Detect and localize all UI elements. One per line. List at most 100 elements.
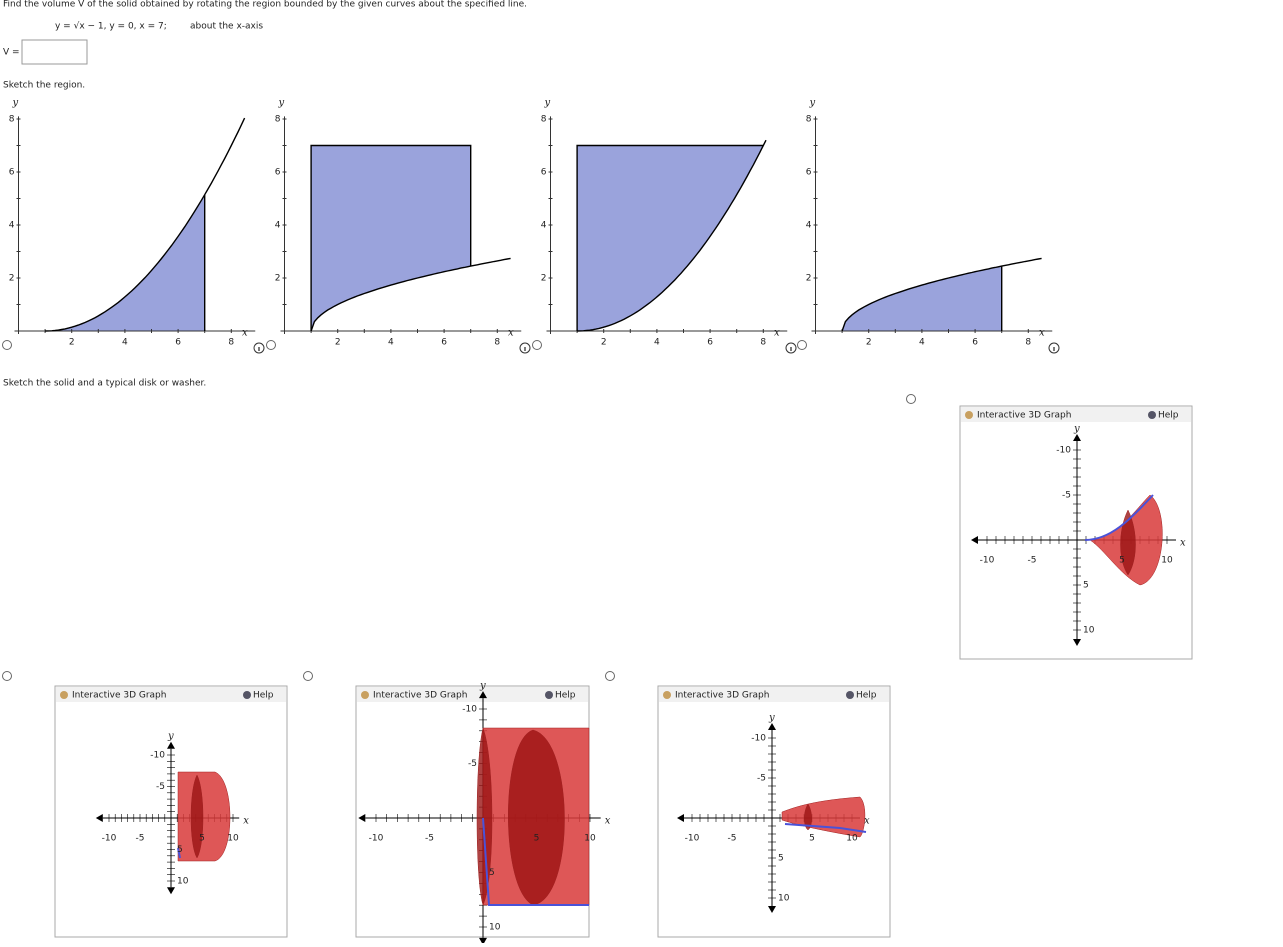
x-tick-label: 6	[441, 338, 447, 348]
y-axis-label: y	[278, 98, 285, 109]
boundary-curve	[310, 144, 472, 331]
y-tick-label: -10	[150, 751, 165, 761]
boundary-curve	[841, 257, 1042, 332]
x-arrow-left	[971, 536, 978, 544]
x-axis-label: x	[1039, 328, 1045, 339]
y-arrow-down	[479, 937, 487, 945]
help-link[interactable]: Help	[856, 691, 877, 701]
panel-header	[56, 687, 286, 702]
radio-button[interactable]	[906, 394, 916, 404]
x-arrow-left	[358, 814, 366, 822]
x-axis-label: x	[243, 816, 249, 827]
x-arrow-left	[95, 814, 103, 822]
x-tick-label: 5	[534, 834, 540, 844]
radio-button[interactable]	[303, 671, 313, 681]
x-arrow-left	[677, 814, 684, 822]
x-tick-label: 2	[866, 338, 872, 348]
y-arrow-up	[1073, 434, 1081, 441]
y-tick-label: 4	[806, 221, 812, 231]
y-tick-label: 2	[275, 274, 281, 284]
answer-input[interactable]	[21, 39, 88, 65]
help-icon[interactable]	[243, 691, 251, 699]
y-axis-label: y	[809, 98, 816, 109]
y-tick-label: -5	[757, 774, 766, 784]
x-tick-label: 5	[1119, 556, 1125, 566]
radio-button[interactable]	[266, 340, 276, 350]
x-tick-label: 10	[584, 834, 596, 844]
y-tick-label: 2	[9, 274, 15, 284]
y-tick-label: -10	[462, 705, 477, 715]
x-axis-label: x	[508, 328, 514, 339]
generating-curve	[177, 847, 181, 859]
panel-title: Interactive 3D Graph	[72, 691, 166, 701]
y-tick-label: 4	[9, 221, 15, 231]
x-tick-label: 2	[335, 338, 341, 348]
x-axis-label: x	[242, 328, 248, 339]
radio-button[interactable]	[2, 340, 12, 350]
radio-button[interactable]	[2, 671, 12, 681]
help-icon[interactable]	[1148, 411, 1156, 419]
panel-header	[659, 687, 889, 702]
x-tick-label: 6	[707, 338, 713, 348]
generating-curve	[784, 823, 867, 833]
x-tick-label: 8	[1025, 338, 1031, 348]
x-tick-label: 5	[809, 834, 815, 844]
help-icon[interactable]	[846, 691, 854, 699]
boundary-curve	[576, 144, 764, 331]
help-icon[interactable]	[545, 691, 553, 699]
region-fill	[45, 194, 205, 331]
prompt: Find the volume V of the solid obtained …	[3, 0, 527, 10]
y-tick-label: 8	[806, 115, 812, 125]
generating-curve	[1084, 494, 1154, 541]
x-tick-label: 10	[846, 834, 858, 844]
y-tick-label: 10	[489, 923, 501, 933]
panel-icon	[361, 691, 369, 699]
y-tick-label: 6	[9, 168, 15, 178]
x-tick-label: -5	[136, 834, 145, 844]
radio-button[interactable]	[605, 671, 615, 681]
region-fill	[842, 266, 1002, 331]
region-fill	[311, 145, 471, 331]
help-link[interactable]: Help	[555, 691, 576, 701]
answer-label: V =	[3, 48, 20, 58]
panel-icon	[965, 411, 973, 419]
x-axis-label: x	[864, 816, 870, 827]
y-axis-label: y	[479, 681, 486, 692]
x-tick-label: 6	[972, 338, 978, 348]
help-link[interactable]: Help	[253, 691, 274, 701]
x-tick-label: 10	[1161, 556, 1173, 566]
y-arrow-up	[479, 691, 487, 699]
help-link[interactable]: Help	[1158, 411, 1179, 421]
radio-button[interactable]	[797, 340, 807, 350]
y-tick-label: 10	[1083, 626, 1095, 636]
solid-surface	[190, 774, 204, 859]
panel-icon	[60, 691, 68, 699]
y-tick-label: -10	[751, 734, 766, 744]
panel-header	[357, 687, 588, 702]
y-tick-label: 8	[275, 115, 281, 125]
equation: y = √x − 1, y = 0, x = 7;	[55, 21, 167, 32]
solid-surface	[177, 771, 231, 862]
y-tick-label: 5	[177, 845, 183, 855]
y-tick-label: 5	[778, 854, 784, 864]
y-axis-label: y	[1073, 424, 1080, 435]
solid-title: Sketch the solid and a typical disk or w…	[3, 379, 206, 389]
y-arrow-up	[768, 723, 776, 730]
y-tick-label: 6	[806, 168, 812, 178]
x-tick-label: 8	[228, 338, 234, 348]
x-tick-label: 2	[601, 338, 607, 348]
x-tick-label: 2	[69, 338, 75, 348]
y-tick-label: 5	[1083, 581, 1089, 591]
region-fill	[577, 145, 764, 331]
panel-header	[961, 407, 1191, 422]
solid-surface	[476, 727, 493, 906]
x-tick-label: -5	[425, 834, 434, 844]
boundary-curve	[45, 117, 246, 332]
panel-title: Interactive 3D Graph	[977, 411, 1071, 421]
boundary-curve	[577, 139, 767, 332]
radio-button[interactable]	[532, 340, 542, 350]
y-tick-label: 4	[541, 221, 547, 231]
y-tick-label: 6	[541, 168, 547, 178]
panel-title: Interactive 3D Graph	[373, 691, 467, 701]
y-tick-label: 8	[541, 115, 547, 125]
